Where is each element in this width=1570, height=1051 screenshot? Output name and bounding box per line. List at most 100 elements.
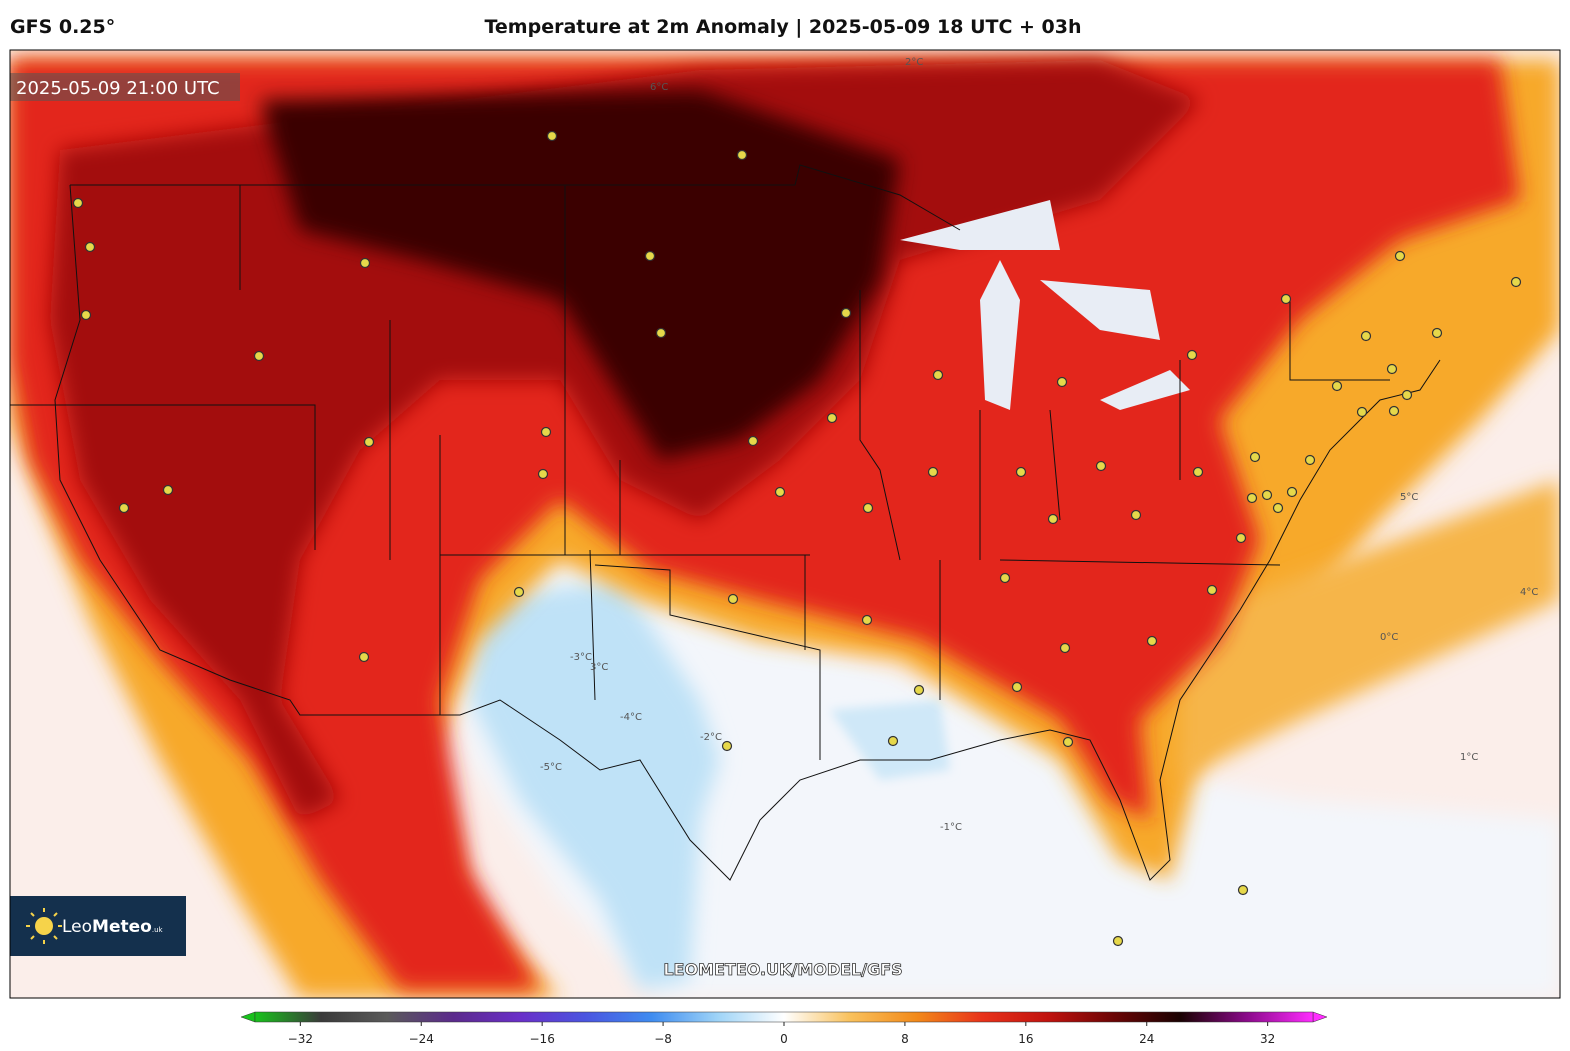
- city-dot: [1095, 460, 1107, 472]
- city-dot: [861, 614, 873, 626]
- colorbar-tick-label: −8: [654, 1032, 672, 1046]
- contour-label: 2°C: [905, 57, 923, 68]
- city-dot: [1394, 250, 1406, 262]
- contour-label: 0°C: [1380, 632, 1398, 643]
- city-dot: [513, 586, 525, 598]
- city-dot: [1356, 406, 1368, 418]
- city-dot: [1056, 376, 1068, 388]
- city-dot: [1206, 584, 1218, 596]
- contour-label: 1°C: [1460, 752, 1478, 763]
- city-dot: [1304, 454, 1316, 466]
- logo-rays: [26, 908, 62, 944]
- logo-sun: [35, 917, 53, 935]
- city-dot: [1272, 502, 1284, 514]
- contour-labels: 0°C 1°C 2°C 5°C 6°C -1°C -3°C -4°C -5°C -2°C 4°C 3°…: [540, 57, 1538, 833]
- city-dot: [887, 735, 899, 747]
- city-dot: [1062, 736, 1074, 748]
- city-dot: [1015, 466, 1027, 478]
- city-dot: [1386, 363, 1398, 375]
- city-dot: [1249, 451, 1261, 463]
- model-label: GFS 0.25°: [10, 16, 115, 38]
- city-dot: [826, 412, 838, 424]
- city-dot: [363, 436, 375, 448]
- city-dot: [118, 502, 130, 514]
- city-dot: [999, 572, 1011, 584]
- timestamp-box: [10, 73, 240, 101]
- contour-label: -5°C: [540, 762, 562, 773]
- city-dot: [655, 327, 667, 339]
- colorbar-tick-label: 32: [1260, 1032, 1275, 1046]
- city-dot: [358, 651, 370, 663]
- contour-label: -2°C: [700, 732, 722, 743]
- city-dot: [1510, 276, 1522, 288]
- lake: [900, 200, 1190, 410]
- logo-part: Leo: [62, 917, 92, 937]
- timestamp: 2025-05-09 21:00 UTC: [16, 78, 220, 99]
- city-dot: [774, 486, 786, 498]
- city-dot: [1280, 293, 1292, 305]
- city-dot: [1286, 486, 1298, 498]
- map-title: Temperature at 2m Anomaly | 2025-05-09 1…: [484, 16, 1081, 38]
- warm-anomaly: [1180, 480, 1560, 780]
- contour-label: -3°C: [570, 652, 592, 663]
- city-dot: [1047, 513, 1059, 525]
- colorbar-tick-label: −32: [288, 1032, 313, 1046]
- contour-label: 4°C: [1520, 587, 1538, 598]
- contour-label: 6°C: [650, 82, 668, 93]
- city-dot: [1331, 380, 1343, 392]
- city-dot: [72, 197, 84, 209]
- contour-label: -4°C: [620, 712, 642, 723]
- city-dot: [927, 466, 939, 478]
- city-dot: [1431, 327, 1443, 339]
- cold-anomaly: [470, 580, 720, 990]
- logo-part: .uk: [152, 926, 164, 934]
- city-dot: [84, 241, 96, 253]
- boundaries: [10, 164, 1441, 881]
- city-dot: [1246, 492, 1258, 504]
- map-frame: [9, 49, 1561, 999]
- city-dot: [80, 309, 92, 321]
- city-dot: [1059, 642, 1071, 654]
- extreme-anomaly: [260, 90, 900, 460]
- city-dot: [1388, 405, 1400, 417]
- logo-text: LeoMeteo.uk: [62, 917, 164, 937]
- colorbar: −32 −24 −16 −8 0 8 16 24 32: [240, 1011, 1328, 1046]
- city-dot: [1146, 635, 1158, 647]
- city-dot: [537, 468, 549, 480]
- cities: [72, 130, 1522, 947]
- city-dot: [1401, 389, 1413, 401]
- colorbar-tick-label: −16: [530, 1032, 555, 1046]
- colorbar-tick-label: 8: [901, 1032, 909, 1046]
- map: 0°C 1°C 2°C 5°C 6°C -1°C -3°C -4°C -5°C -2°C 4°C 3°…: [10, 50, 1560, 998]
- city-dot: [932, 369, 944, 381]
- city-dot: [1237, 884, 1249, 896]
- colorbar-tick-label: 0: [780, 1032, 788, 1046]
- city-dot: [644, 250, 656, 262]
- contour-label: -1°C: [940, 822, 962, 833]
- city-dot: [359, 257, 371, 269]
- city-dot: [840, 307, 852, 319]
- city-dot: [1192, 466, 1204, 478]
- city-dot: [1112, 935, 1124, 947]
- city-dot: [546, 130, 558, 142]
- contour-label: 3°C: [590, 662, 608, 673]
- city-dot: [736, 149, 748, 161]
- contour-label: 5°C: [1400, 492, 1418, 503]
- cool-zone: [440, 560, 1560, 998]
- colorbar-extend-high: [1312, 1011, 1328, 1023]
- city-dot: [1261, 489, 1273, 501]
- colorbar-tick-label: −24: [409, 1032, 434, 1046]
- watermark: LEOMETEO.UK/MODEL/GFS: [663, 960, 902, 979]
- logo-part: Meteo: [92, 917, 152, 937]
- colorbar-scale: [254, 1011, 1314, 1023]
- city-dot: [862, 502, 874, 514]
- city-dot: [1360, 330, 1372, 342]
- city-dot: [162, 484, 174, 496]
- city-dot: [253, 350, 265, 362]
- colorbar-extend-low: [240, 1011, 256, 1023]
- city-dot: [1011, 681, 1023, 693]
- city-dot: [913, 684, 925, 696]
- city-dot: [727, 593, 739, 605]
